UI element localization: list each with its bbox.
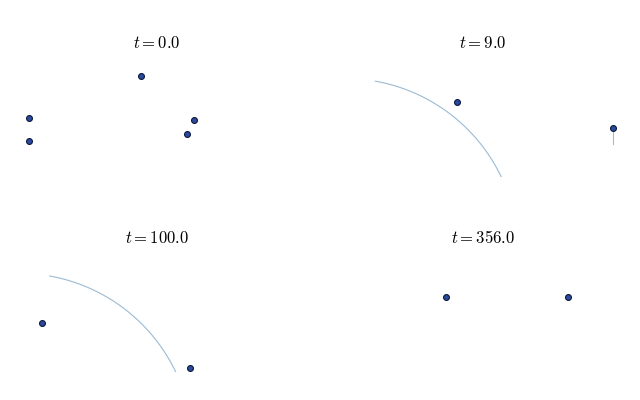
Point: [451, 99, 461, 105]
Title: $t = 100.0$: $t = 100.0$: [125, 230, 189, 247]
Title: $t = 9.0$: $t = 9.0$: [459, 35, 506, 52]
Title: $t = 0.0$: $t = 0.0$: [134, 35, 181, 52]
Point: [441, 294, 451, 300]
Point: [607, 125, 618, 132]
Title: $t = 356.0$: $t = 356.0$: [451, 230, 515, 247]
Point: [563, 294, 573, 300]
Point: [136, 73, 147, 79]
Point: [182, 130, 193, 137]
Point: [24, 115, 34, 121]
Point: [36, 320, 47, 326]
Point: [189, 117, 199, 124]
Point: [24, 138, 34, 145]
Point: [185, 364, 195, 371]
